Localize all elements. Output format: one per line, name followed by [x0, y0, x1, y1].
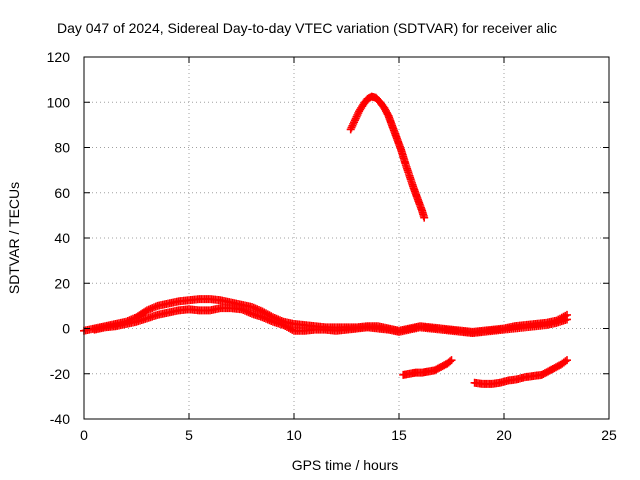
y-axis-label: SDTVAR / TECUs — [6, 182, 22, 294]
y-tick-label: 80 — [54, 140, 70, 156]
y-tick-label: 60 — [54, 185, 70, 201]
axis-ticks: 0 5 10 15 20 25 -40 -20 0 20 40 60 80 100 120 — [47, 49, 617, 443]
plot-frame — [83, 56, 610, 420]
x-tick-label: 5 — [185, 427, 193, 443]
x-axis-label: GPS time / hours — [292, 457, 399, 473]
x-tick-label: 10 — [286, 427, 302, 443]
y-tick-label: 40 — [54, 230, 70, 246]
x-tick-label: 15 — [391, 427, 407, 443]
track-neg-right — [470, 356, 571, 388]
grid — [84, 57, 609, 419]
y-tick-label: 100 — [47, 94, 71, 110]
x-tick-label: 25 — [601, 427, 617, 443]
data-point — [420, 213, 429, 222]
data-point — [350, 116, 359, 125]
data-points — [80, 92, 571, 388]
data-point — [347, 123, 356, 132]
data-point — [353, 110, 362, 119]
data-point — [563, 356, 571, 365]
chart-title: Day 047 of 2024, Sidereal Day-to-day VTE… — [57, 20, 557, 36]
data-point — [352, 112, 361, 121]
data-point — [349, 119, 358, 128]
data-point — [447, 356, 456, 365]
x-tick-label: 20 — [496, 427, 512, 443]
data-point — [288, 325, 297, 334]
y-tick-label: 0 — [62, 321, 70, 337]
data-point — [446, 357, 455, 366]
data-point — [350, 118, 359, 127]
y-tick-label: -20 — [50, 366, 70, 382]
y-tick-label: 20 — [54, 275, 70, 291]
data-point — [348, 121, 357, 130]
data-point — [561, 357, 570, 366]
y-tick-label: -40 — [50, 411, 70, 427]
data-point — [351, 114, 360, 123]
data-point — [563, 315, 571, 324]
x-tick-label: 0 — [80, 427, 88, 443]
data-point — [346, 125, 355, 134]
track-main-lower — [90, 304, 571, 338]
track-neg-left — [399, 356, 456, 379]
track-arc — [346, 92, 429, 222]
y-tick-label: 120 — [47, 49, 71, 65]
